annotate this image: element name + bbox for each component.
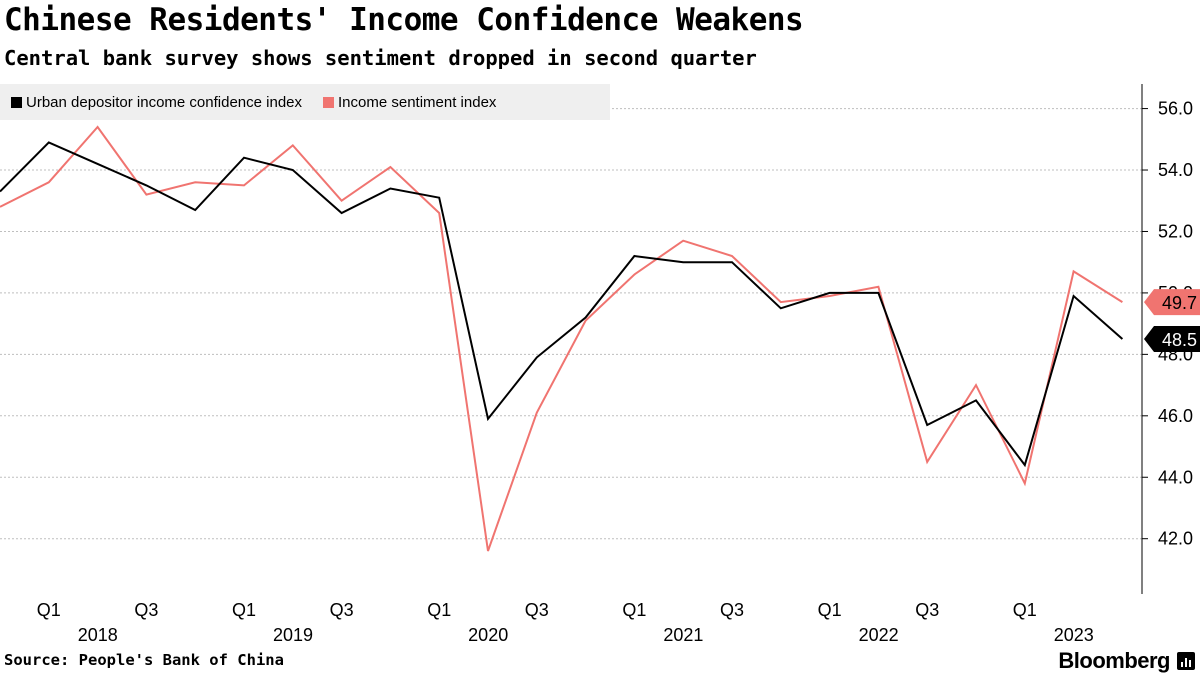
legend-swatch-sentiment bbox=[323, 96, 334, 108]
legend: Urban depositor income confidence index … bbox=[0, 84, 610, 120]
y-tick-label: 54.0 bbox=[1158, 160, 1193, 180]
x-tick-label-quarter: Q1 bbox=[232, 600, 256, 620]
source-note: Source: People's Bank of China bbox=[4, 651, 284, 669]
x-tick-label-year: 2022 bbox=[859, 625, 899, 645]
legend-item-urban: Urban depositor income confidence index bbox=[11, 94, 302, 111]
x-tick-label-year: 2018 bbox=[78, 625, 118, 645]
last-value-badge-sentiment bbox=[1144, 289, 1200, 316]
x-tick-label-quarter: Q1 bbox=[37, 600, 61, 620]
x-tick-label-quarter: Q1 bbox=[622, 600, 646, 620]
x-tick-label-year: 2019 bbox=[273, 625, 313, 645]
series-line-urban bbox=[0, 141, 1124, 468]
x-tick-label-year: 2023 bbox=[1054, 625, 1094, 645]
last-value-label-sentiment: 49.7 bbox=[1162, 293, 1197, 313]
series-line-sentiment bbox=[0, 125, 1123, 552]
y-tick-label: 42.0 bbox=[1158, 529, 1193, 549]
x-tick-label-quarter: Q3 bbox=[525, 600, 549, 620]
x-tick-label-quarter: Q1 bbox=[427, 600, 451, 620]
last-value-badge-urban bbox=[1144, 326, 1200, 352]
chart-subtitle: Central bank survey shows sentiment drop… bbox=[4, 46, 757, 70]
x-tick-label-quarter: Q3 bbox=[720, 600, 744, 620]
legend-swatch-urban bbox=[11, 96, 22, 108]
x-tick-label-year: 2021 bbox=[663, 625, 703, 645]
y-tick-label: 52.0 bbox=[1158, 221, 1193, 241]
x-tick-label-quarter: Q3 bbox=[915, 600, 939, 620]
legend-label-sentiment: Income sentiment index bbox=[338, 93, 497, 111]
y-tick-label: 44.0 bbox=[1158, 467, 1193, 487]
x-tick-label-quarter: Q1 bbox=[1013, 600, 1037, 620]
legend-item-sentiment: Income sentiment index bbox=[323, 94, 496, 111]
x-tick-label-quarter: Q3 bbox=[134, 600, 158, 620]
y-tick-label: 56.0 bbox=[1158, 99, 1193, 119]
bloomberg-bars-icon bbox=[1177, 652, 1195, 670]
bloomberg-logo: Bloomberg bbox=[1058, 648, 1170, 673]
chart-title: Chinese Residents' Income Confidence Wea… bbox=[4, 2, 804, 38]
legend-label-urban: Urban depositor income confidence index bbox=[26, 93, 302, 111]
x-tick-label-quarter: Q3 bbox=[330, 600, 354, 620]
last-value-label-urban: 48.5 bbox=[1162, 330, 1197, 350]
x-tick-label-quarter: Q1 bbox=[818, 600, 842, 620]
x-tick-label-year: 2020 bbox=[468, 625, 508, 645]
y-tick-label: 46.0 bbox=[1158, 406, 1193, 426]
